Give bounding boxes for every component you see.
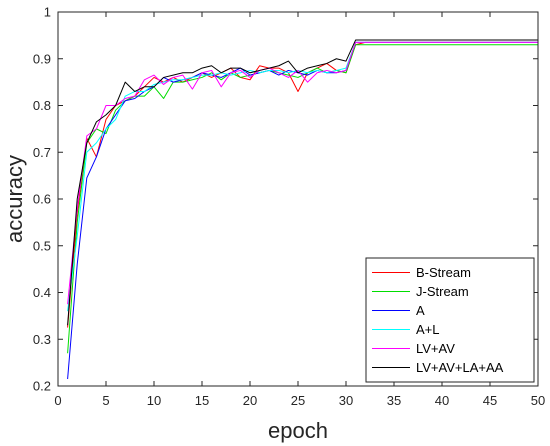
x-tick-label: 20 xyxy=(243,393,257,408)
legend-label: A+L xyxy=(416,322,440,337)
y-tick-label: 0.9 xyxy=(33,51,51,66)
x-tick-label: 35 xyxy=(387,393,401,408)
x-tick-label: 25 xyxy=(291,393,305,408)
x-tick-label: 0 xyxy=(54,393,61,408)
y-tick-label: 0.5 xyxy=(33,238,51,253)
x-tick-label: 10 xyxy=(147,393,161,408)
x-tick-label: 30 xyxy=(339,393,353,408)
x-tick-label: 45 xyxy=(483,393,497,408)
y-tick-label: 0.6 xyxy=(33,192,51,207)
legend-label: LV+AV xyxy=(416,341,455,356)
x-tick-label: 5 xyxy=(102,393,109,408)
legend-label: LV+AV+LA+AA xyxy=(416,360,504,375)
legend: B-Stream J-Stream A A+L LV+AV LV+AV+LA+AA xyxy=(365,257,535,383)
series-layer xyxy=(67,39,538,380)
x-tick-label: 15 xyxy=(195,393,209,408)
series-line-2 xyxy=(67,44,538,354)
ticks-layer: 0 5 10 15 20 25 30 35 40 45 50 0.2 0.3 0.4 0.5 0.6 0.7 0.… xyxy=(33,5,545,409)
y-tick-label: 0.2 xyxy=(33,379,51,394)
y-tick-label: 0.3 xyxy=(33,332,51,347)
y-tick-label: 0.4 xyxy=(33,285,51,300)
x-axis-title: epoch xyxy=(268,418,328,443)
y-tick-label: 1 xyxy=(44,5,51,20)
legend-label: J-Stream xyxy=(416,284,469,299)
legend-box xyxy=(365,257,535,383)
series-line-6 xyxy=(67,39,538,326)
legend-label: B-Stream xyxy=(416,265,471,280)
series-line-5 xyxy=(67,41,538,305)
y-tick-label: 0.7 xyxy=(33,145,51,160)
x-tick-label: 40 xyxy=(435,393,449,408)
y-tick-label: 0.8 xyxy=(33,98,51,113)
x-tick-label: 50 xyxy=(531,393,545,408)
legend-label: A xyxy=(416,303,425,318)
y-axis-title: accuracy xyxy=(2,155,27,243)
